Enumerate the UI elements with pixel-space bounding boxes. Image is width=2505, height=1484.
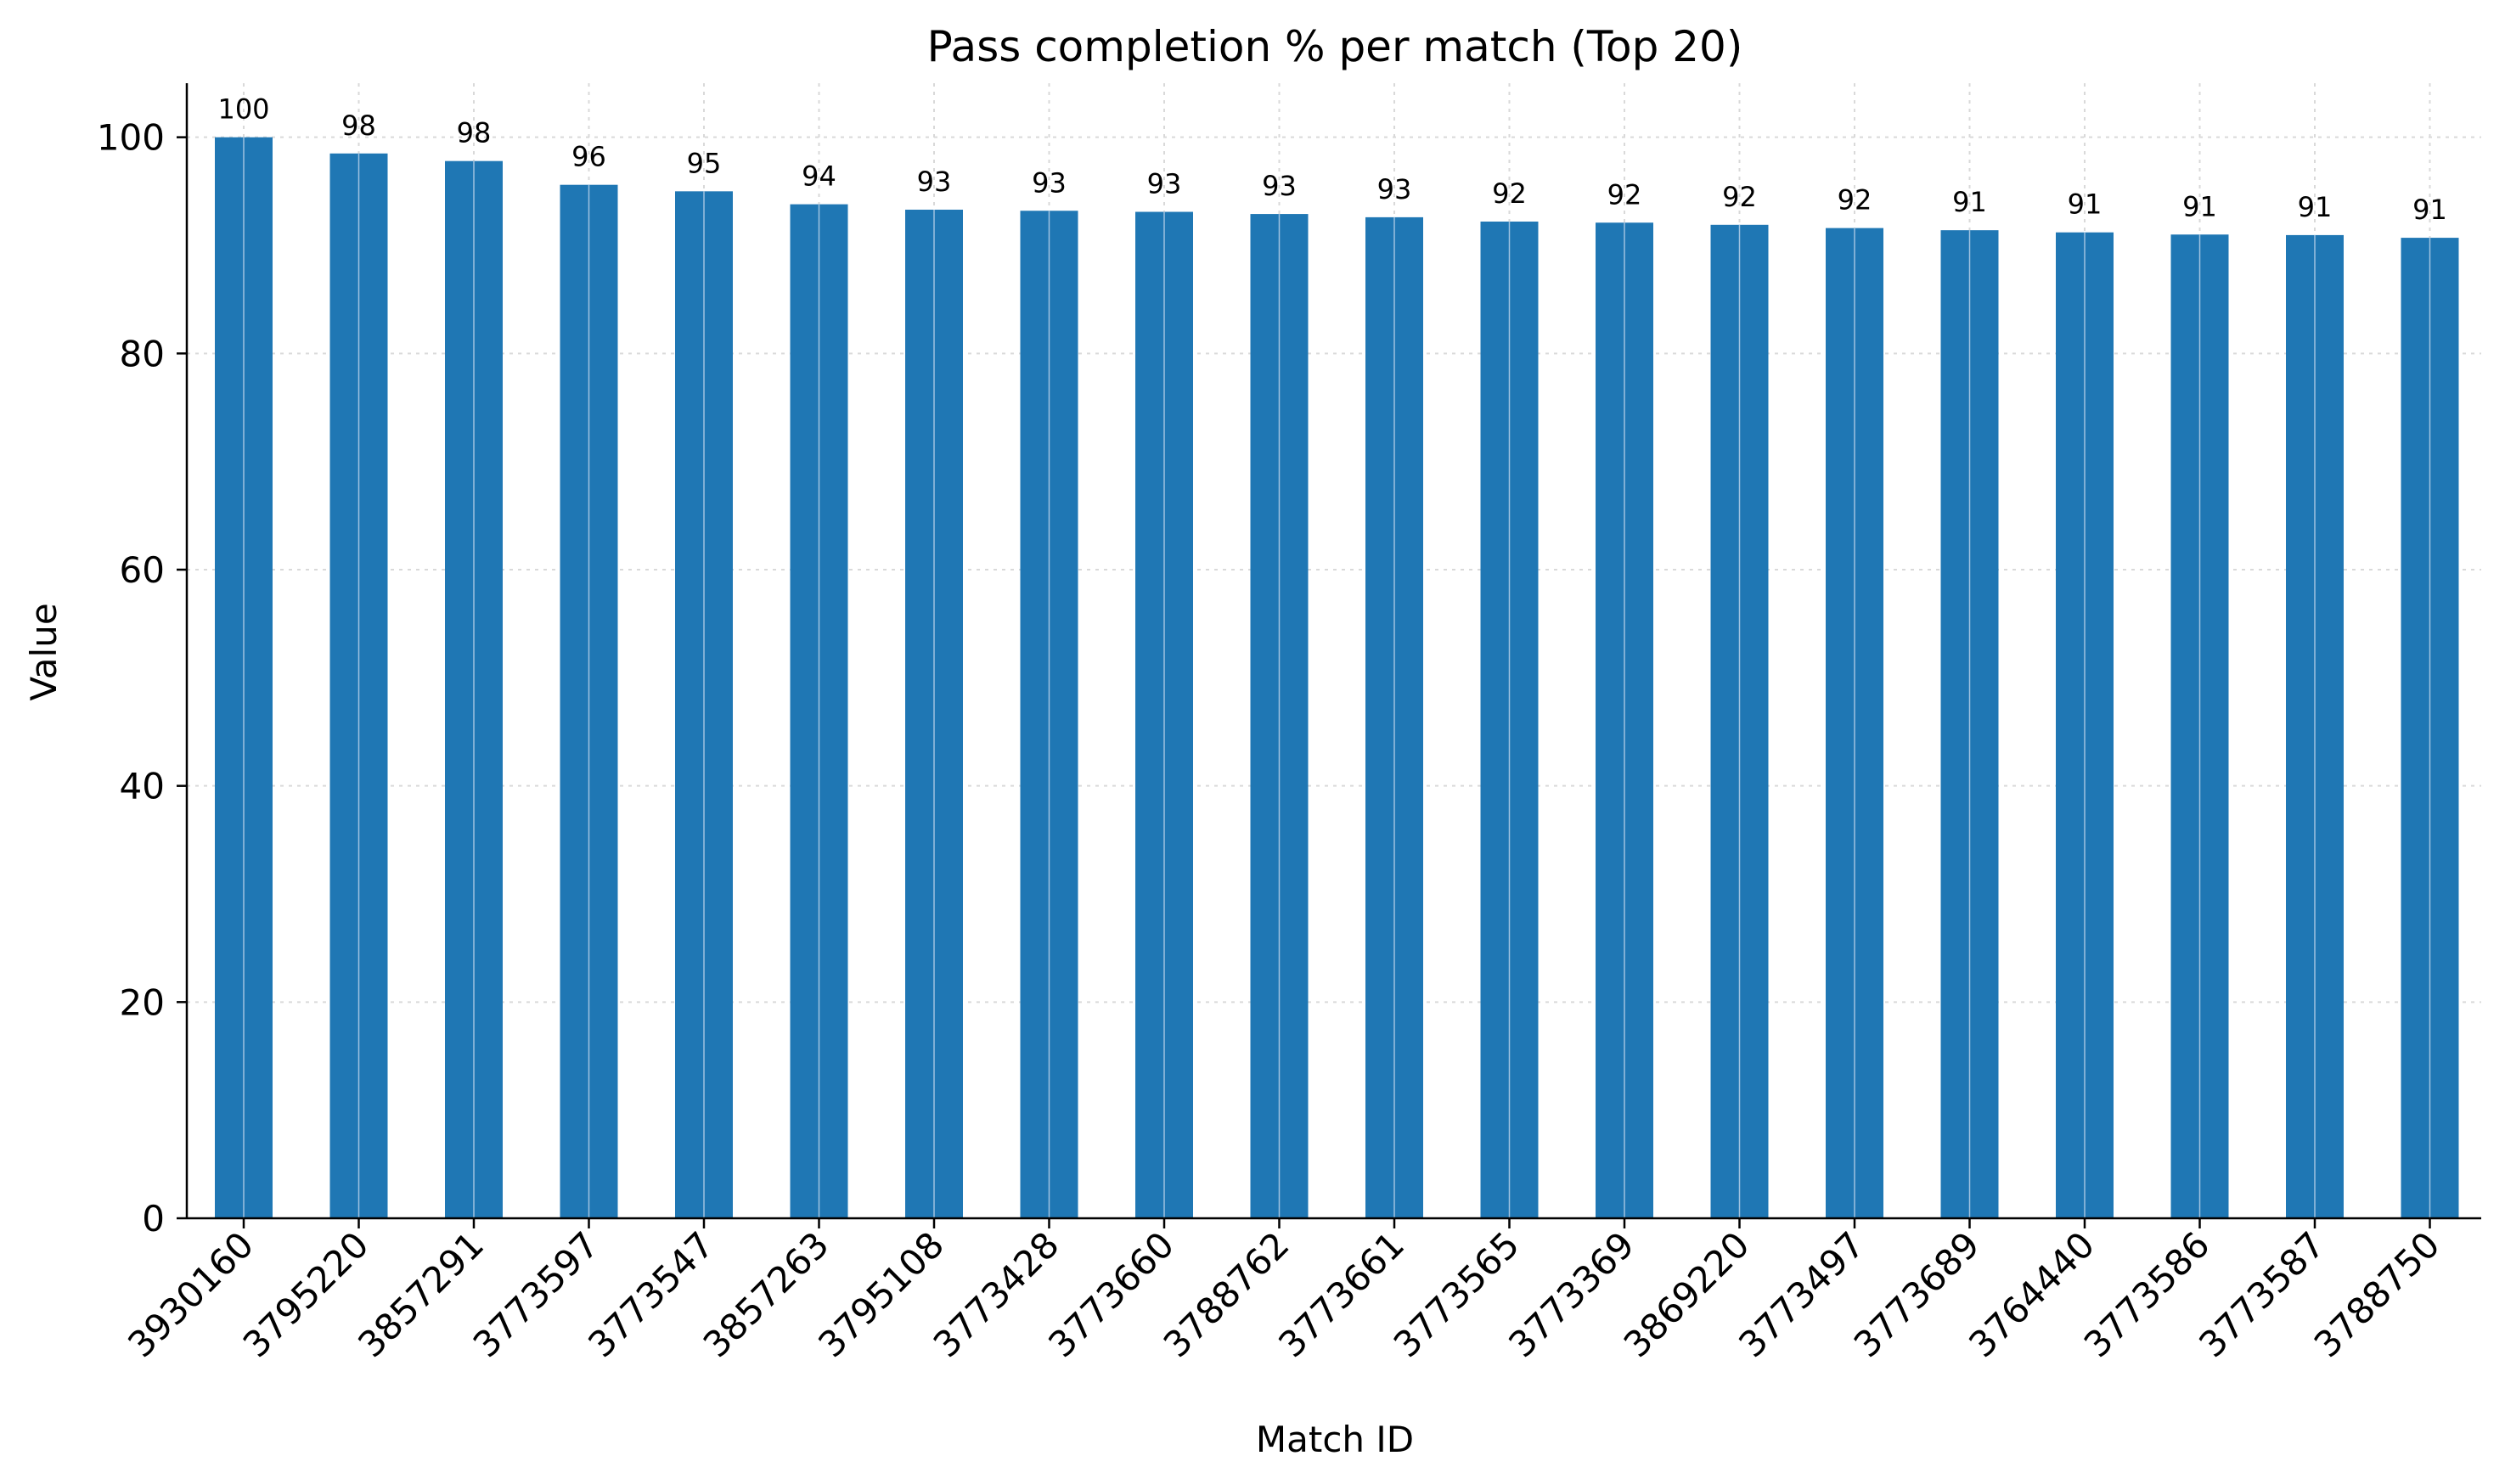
data-label: 93 — [1147, 168, 1182, 200]
data-label: 92 — [1492, 177, 1527, 210]
x-tick-label: 3773660 — [1040, 1223, 1182, 1365]
x-tick-label: 3773428 — [926, 1223, 1067, 1365]
data-label: 92 — [1838, 184, 1872, 216]
data-label: 91 — [2182, 190, 2217, 222]
y-axis-label: Value — [23, 603, 65, 700]
data-label: 95 — [687, 147, 722, 179]
x-tick-label: 3788762 — [1156, 1223, 1298, 1365]
data-label: 91 — [1952, 186, 1987, 218]
data-label: 93 — [1032, 166, 1067, 199]
y-tick-label: 60 — [120, 549, 165, 591]
x-tick-label: 3773497 — [1731, 1223, 1872, 1365]
x-axis-label: Match ID — [1256, 1419, 1414, 1460]
x-tick-label: 3773565 — [1386, 1223, 1528, 1365]
x-tick-label: 3795108 — [810, 1223, 952, 1365]
chart-title: Pass completion % per match (Top 20) — [927, 22, 1743, 71]
y-tick-label: 20 — [120, 981, 165, 1023]
x-tick-label: 3795220 — [235, 1223, 377, 1365]
data-label: 93 — [1262, 170, 1297, 202]
data-label: 91 — [2412, 194, 2447, 226]
x-tick-label: 3773597 — [465, 1223, 607, 1365]
data-label: 98 — [457, 117, 492, 149]
data-label: 94 — [802, 160, 836, 193]
x-tick-label: 3773369 — [1500, 1223, 1642, 1365]
data-label: 92 — [1722, 181, 1757, 213]
y-tick-label: 40 — [120, 766, 165, 807]
x-tick-label: 3773661 — [1270, 1223, 1412, 1365]
x-tick-label: 3857291 — [350, 1223, 492, 1365]
y-tick-label: 100 — [97, 117, 165, 159]
bars — [215, 137, 2459, 1219]
data-label: 96 — [571, 141, 606, 173]
x-tick-label: 3930160 — [120, 1223, 262, 1365]
x-tick-label: 3773587 — [2191, 1223, 2333, 1365]
y-tick-label: 80 — [120, 333, 165, 374]
x-tick-label: 3773689 — [1846, 1223, 1988, 1365]
data-label: 92 — [1607, 178, 1642, 211]
data-label: 98 — [341, 110, 376, 142]
data-labels: 100 98 98 96 95 94 93 93 93 93 93 92 92 92 92 91 91 91 91 9… — [217, 93, 2446, 226]
data-label: 91 — [2068, 188, 2103, 221]
x-tick-label: 3788750 — [2306, 1223, 2448, 1365]
data-label: 100 — [217, 93, 269, 126]
x-tick-label: 3764440 — [1961, 1223, 2103, 1365]
data-label: 93 — [1377, 173, 1412, 205]
x-tick-label: 3857263 — [695, 1223, 837, 1365]
data-label: 93 — [917, 166, 952, 198]
data-label: 91 — [2298, 191, 2333, 223]
x-tick-label: 3773586 — [2076, 1223, 2218, 1365]
x-tick-label: 3773547 — [580, 1223, 722, 1365]
gridlines — [187, 83, 2481, 1218]
x-tick-label: 3869220 — [1616, 1223, 1758, 1365]
y-tick-label: 0 — [142, 1198, 165, 1239]
